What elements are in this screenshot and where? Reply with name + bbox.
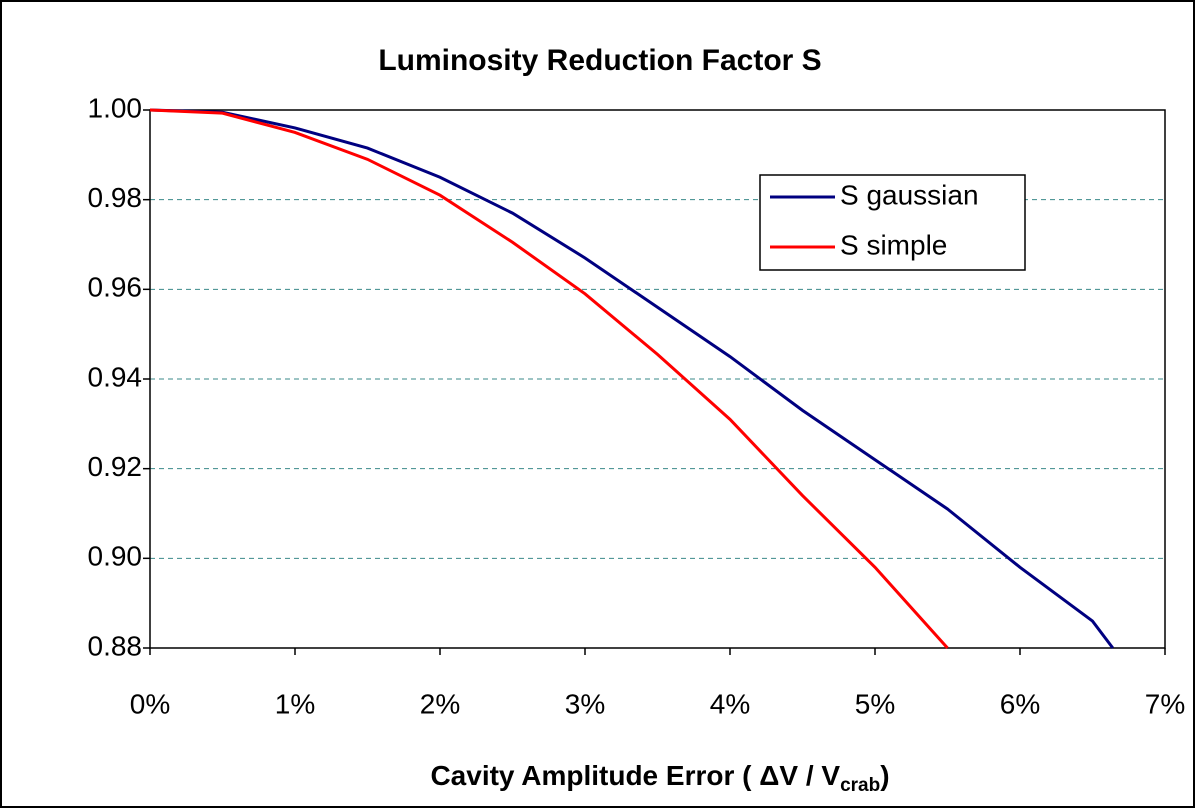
y-tick-label: 0.92 <box>88 451 143 482</box>
y-tick-label: 0.88 <box>88 630 143 661</box>
legend <box>759 174 1026 271</box>
x-label-text: Cavity Amplitude Error ( ΔV / V <box>430 760 840 791</box>
x-axis-label: Cavity Amplitude Error ( ΔV / Vcrab) <box>430 760 889 796</box>
x-tick-label: 5% <box>855 688 895 719</box>
y-tick-label: 0.96 <box>88 272 143 303</box>
y-tick-label: 0.94 <box>88 361 143 392</box>
plot-area <box>149 109 1166 649</box>
series-line <box>149 108 1114 649</box>
x-tick-label: 0% <box>130 688 170 719</box>
legend-label: S gaussian <box>840 179 979 210</box>
x-tick-label: 7% <box>1145 688 1185 719</box>
legend-label: S simple <box>840 229 947 260</box>
x-tick-label: 3% <box>565 688 605 719</box>
x-tick-label: 6% <box>1000 688 1040 719</box>
x-label-subscript: crab <box>840 775 880 796</box>
chart-title: Luminosity Reduction Factor S <box>378 44 821 77</box>
x-tick-label: 2% <box>420 688 460 719</box>
y-tick-label: 0.98 <box>88 182 143 213</box>
x-label-suffix: ) <box>880 760 889 791</box>
series-line <box>149 108 949 650</box>
x-tick-label: 4% <box>710 688 750 719</box>
y-tick-label: 1.00 <box>88 92 143 123</box>
x-tick-label: 1% <box>275 688 315 719</box>
y-tick-label: 0.90 <box>88 541 143 572</box>
